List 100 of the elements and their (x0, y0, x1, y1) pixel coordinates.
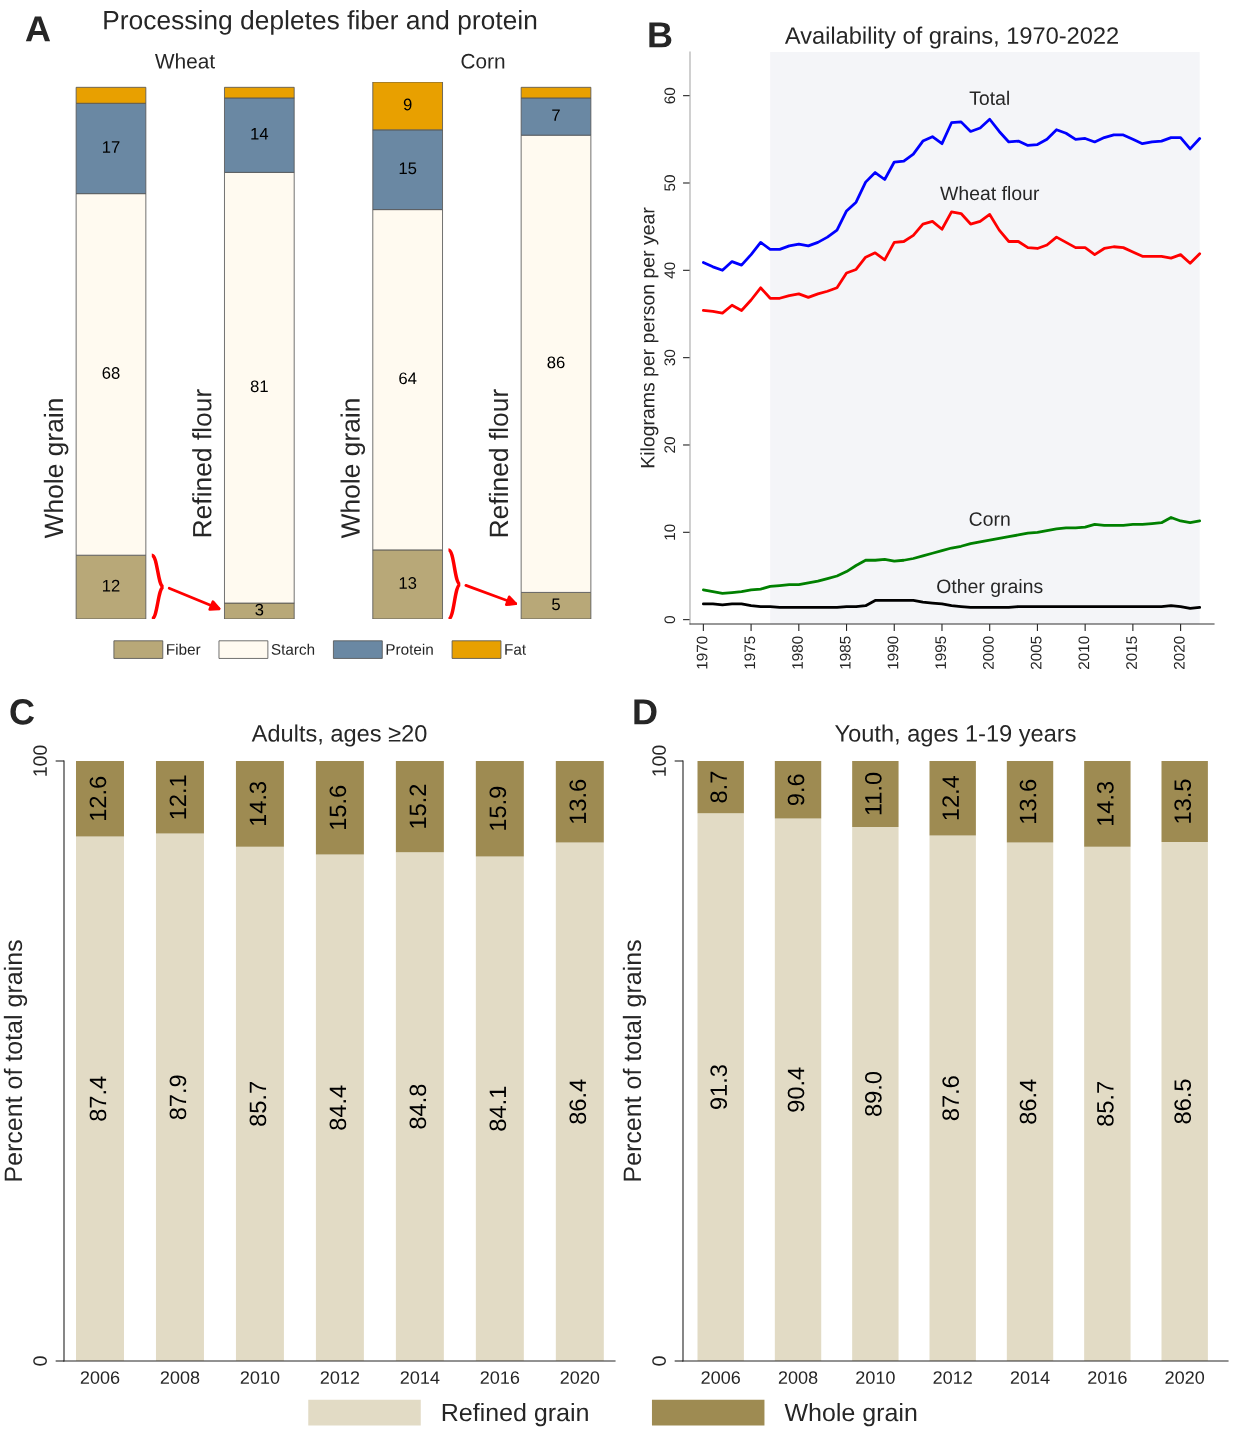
bar (1161, 842, 1208, 1361)
x-tick-label: 2010 (856, 1371, 895, 1384)
data-label: 89.0 (864, 1071, 882, 1116)
x-tick-label: 1985 (839, 636, 851, 669)
x-tick-label: Refined flour (192, 389, 212, 537)
bar (1006, 761, 1054, 843)
text: C (10, 699, 35, 725)
data-label: 15.9 (489, 786, 507, 830)
bar (475, 761, 524, 857)
bar (315, 854, 364, 1361)
y-tick-label: 0 (664, 615, 676, 624)
data-label: 13.6 (569, 779, 587, 823)
data-label: 11.0 (864, 772, 882, 815)
x-tick-label: 2020 (560, 1371, 600, 1384)
data-label: 85.7 (1096, 1082, 1114, 1126)
data-label: 9.6 (787, 774, 805, 806)
y-tick-label: 10 (664, 524, 676, 540)
y-tick-label: 20 (664, 437, 676, 453)
bar (235, 761, 284, 847)
data-label: 12.1 (169, 775, 187, 819)
bar (852, 761, 899, 827)
x-tick-label: Whole grain (340, 399, 366, 539)
data-label: 87.4 (89, 1076, 107, 1121)
bar (395, 852, 444, 1361)
y-tick-label: 30 (664, 349, 676, 366)
data-label: 87.9 (169, 1075, 187, 1120)
x-tick-label: Refined flour (488, 389, 509, 537)
data-label: 13.6 (1019, 779, 1037, 823)
x-tick-label: 2014 (400, 1371, 440, 1384)
bar (555, 842, 604, 1361)
data-label: 86.4 (569, 1079, 587, 1124)
data-label: 12.4 (942, 775, 959, 820)
x-tick-label: 1980 (792, 636, 803, 669)
bar (774, 761, 822, 819)
text: D (634, 699, 657, 725)
x-tick-label: 2020 (1165, 1371, 1205, 1384)
x-tick-label: 2005 (1030, 636, 1042, 670)
chart-title: Availability of grains, 1970-2022 (784, 26, 1118, 49)
bar (1084, 761, 1131, 847)
data-label: 13.5 (1174, 779, 1192, 823)
bar (929, 835, 976, 1361)
bar (76, 836, 124, 1361)
y-tick-label: 100 (33, 745, 47, 776)
bar (1084, 846, 1131, 1361)
data-label: 90.4 (787, 1067, 805, 1112)
data-label: 91.3 (710, 1065, 728, 1109)
x-tick-label: 1975 (744, 636, 756, 669)
y-axis-title: Percent of total grains (622, 940, 647, 1181)
data-label: 87.6 (942, 1076, 960, 1121)
y-tick-label: 60 (664, 87, 676, 104)
data-label: 15.2 (409, 784, 427, 828)
x-tick-label: 2012 (933, 1371, 972, 1384)
data-label: 15 (399, 162, 417, 175)
data-label: 86.4 (1019, 1079, 1037, 1124)
x-tick-label: 2008 (778, 1371, 818, 1384)
y-tick-label: 0 (652, 1356, 666, 1366)
series-label: Total (969, 90, 1009, 106)
bar (774, 818, 822, 1361)
bar (929, 761, 976, 836)
data-label: 14 (251, 128, 269, 140)
legend-label: Fat (505, 644, 526, 655)
bar (1006, 842, 1054, 1361)
data-label: 81 (250, 380, 268, 393)
data-label: 14.3 (1096, 781, 1114, 826)
bar (697, 813, 744, 1361)
x-tick-label: 2006 (701, 1371, 740, 1384)
data-label: 85.7 (249, 1082, 267, 1126)
x-tick-label: 2016 (480, 1371, 520, 1384)
bar (475, 856, 524, 1361)
data-label: 86 (547, 356, 565, 369)
line-series (701, 599, 1202, 610)
y-tick-label: 100 (652, 745, 666, 776)
text: A (25, 16, 51, 42)
y-axis-title: Percent of total grains (3, 940, 28, 1181)
x-tick-label: 1990 (887, 636, 899, 669)
bar (395, 761, 444, 853)
bar (235, 846, 284, 1361)
bar (155, 761, 204, 834)
x-tick-label: 2010 (1078, 636, 1090, 670)
text: Wheat (154, 53, 215, 69)
data-label: 84.1 (489, 1086, 507, 1131)
legend-label: Whole grain (784, 1402, 917, 1427)
chart-title: Processing depletes fiber and protein (104, 10, 537, 35)
data-label: 15.6 (329, 785, 347, 829)
x-tick-label: 2006 (80, 1371, 120, 1384)
bar (852, 827, 899, 1361)
series-label: Wheat flour (940, 185, 1040, 201)
text: Corn (461, 53, 505, 69)
data-label: 9 (403, 98, 412, 111)
data-label: 17 (102, 141, 120, 153)
bar (315, 761, 364, 855)
data-label: 14.3 (249, 781, 267, 826)
series-label: Other grains (937, 578, 1043, 598)
data-label: 8.7 (710, 771, 728, 803)
data-label: 3 (255, 603, 264, 616)
chart-title: Adults, ages ≥20 (251, 724, 427, 747)
y-tick-label: 40 (664, 262, 676, 279)
x-tick-label: Whole grain (43, 399, 69, 539)
data-label: 86.5 (1174, 1079, 1192, 1124)
x-tick-label: 2000 (982, 636, 994, 670)
